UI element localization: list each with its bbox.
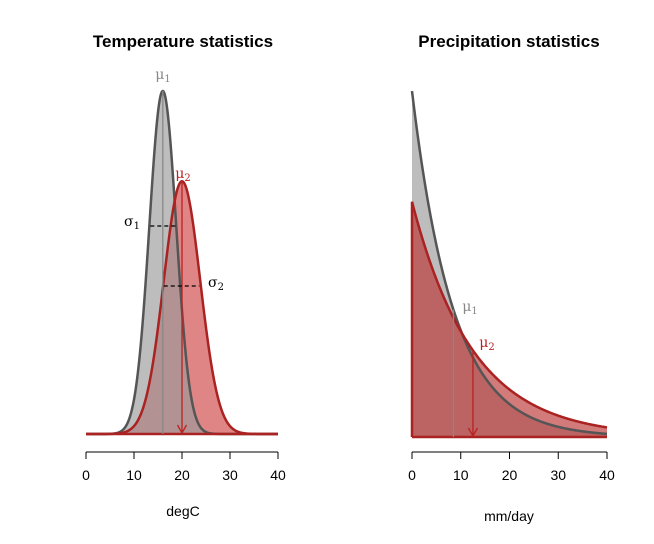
temperature-sigma1-label: σ1	[124, 214, 140, 232]
temperature-tick-label-30: 30	[222, 467, 238, 483]
precipitation-x-axis: 0 10 20 30 40	[408, 451, 615, 483]
precipitation-mu1-label: μ1	[462, 299, 477, 317]
precipitation-dist2-line	[410, 201, 608, 429]
mu2-subscript: 2	[184, 173, 190, 184]
p-mu1-symbol: μ	[462, 299, 471, 315]
sigma2-subscript: 2	[218, 282, 224, 293]
precipitation-tick-label-0: 0	[408, 467, 416, 483]
mu1-subscript: 1	[164, 74, 170, 85]
precipitation-mu2-label: μ2	[479, 335, 494, 353]
temperature-panel: Temperature statistics μ1 μ2 σ1 σ2 0 10 20…	[82, 32, 286, 519]
temperature-mu1-label: μ1	[155, 67, 170, 85]
temperature-tick-label-10: 10	[126, 467, 142, 483]
precipitation-tick-label-40: 40	[599, 467, 615, 483]
temperature-mu2-label: μ2	[175, 166, 190, 184]
temperature-tick-label-20: 20	[174, 467, 190, 483]
temperature-x-axis: 0 10 20 30 40	[82, 451, 286, 483]
p-mu2-subscript: 2	[488, 342, 494, 353]
sigma1-symbol: σ	[124, 214, 134, 230]
precipitation-title: Precipitation statistics	[418, 32, 599, 51]
precipitation-xlabel: mm/day	[484, 508, 534, 524]
p-mu1-subscript: 1	[471, 306, 477, 317]
precipitation-tick-label-30: 30	[550, 467, 566, 483]
precipitation-dist1-line	[410, 90, 608, 436]
temperature-tick-label-40: 40	[270, 467, 286, 483]
p-mu2-symbol: μ	[479, 335, 488, 351]
temperature-title: Temperature statistics	[93, 32, 273, 51]
precipitation-dist2-fill	[412, 201, 607, 437]
mu1-symbol: μ	[155, 67, 164, 83]
precipitation-tick-label-10: 10	[453, 467, 469, 483]
sigma1-subscript: 1	[134, 221, 140, 232]
precipitation-panel: Precipitation statistics μ1 μ2 0 10 20 30 40…	[408, 32, 615, 524]
precipitation-tick-label-20: 20	[502, 467, 518, 483]
temperature-mu2-arrowhead	[176, 424, 188, 435]
temperature-tick-label-0: 0	[82, 467, 90, 483]
temperature-xlabel: degC	[166, 503, 199, 519]
temperature-sigma2-label: σ2	[208, 275, 224, 293]
mu2-symbol: μ	[175, 166, 184, 182]
sigma2-symbol: σ	[208, 275, 218, 291]
precipitation-mu2-arrowhead	[467, 427, 479, 438]
